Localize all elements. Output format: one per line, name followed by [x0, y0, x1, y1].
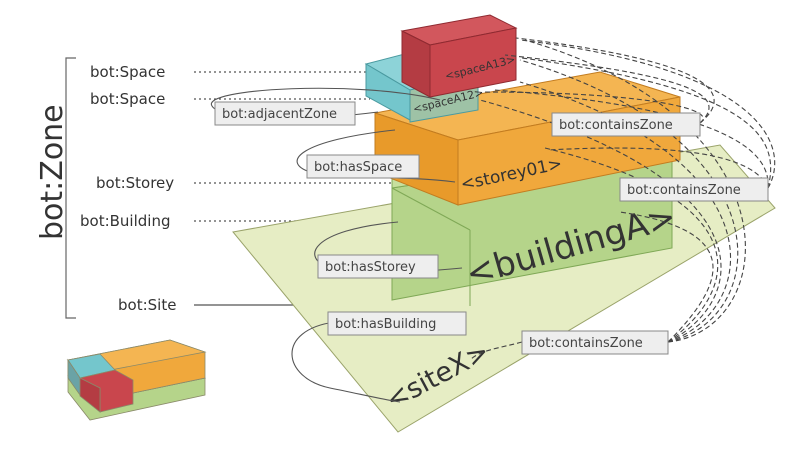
relation-text-has-space: bot:hasSpace [314, 160, 402, 175]
zone-bracket [65, 57, 76, 319]
relation-text-contains-zone-2: bot:containsZone [627, 183, 741, 198]
relation-label-has-storey: bot:hasStorey [317, 254, 439, 279]
relation-text-has-building: bot:hasBuilding [335, 317, 436, 332]
relation-label-has-space: bot:hasSpace [306, 154, 420, 179]
class-label-space-2: bot:Space [90, 90, 165, 108]
class-label-site: bot:Site [118, 296, 176, 314]
space-a13-box [400, 14, 518, 98]
thumbnail-model [66, 339, 207, 421]
relation-text-contains-zone-1: bot:containsZone [559, 118, 673, 133]
relation-text-adjacent-zone: bot:adjacentZone [222, 107, 337, 122]
relation-text-has-storey: bot:hasStorey [325, 260, 416, 275]
zone-group-label: bot:Zone [35, 104, 70, 240]
class-label-storey: bot:Storey [96, 174, 174, 192]
class-label-space-1: bot:Space [90, 63, 165, 81]
relation-label-contains-zone-1: bot:containsZone [551, 112, 701, 137]
class-label-building: bot:Building [80, 212, 170, 230]
relation-label-contains-zone-2: bot:containsZone [619, 177, 769, 202]
relation-label-has-building: bot:hasBuilding [327, 311, 467, 336]
relation-text-contains-zone-3: bot:containsZone [529, 336, 643, 351]
relation-label-contains-zone-3: bot:containsZone [521, 330, 669, 355]
relation-label-adjacent-zone: bot:adjacentZone [214, 101, 356, 126]
